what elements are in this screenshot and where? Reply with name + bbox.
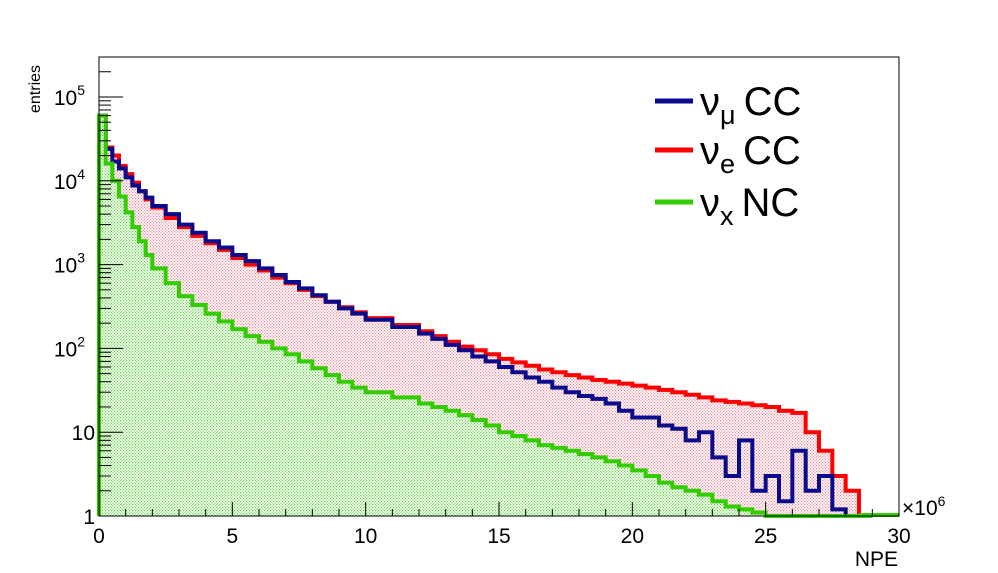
x-axis-title: NPE xyxy=(855,548,898,571)
legend-entry-μ: νμ CC xyxy=(655,80,801,130)
legend-label: νe CC xyxy=(700,129,801,179)
x-tick-label: 15 xyxy=(487,525,510,548)
x-tick-label: 20 xyxy=(621,525,644,548)
x-tick-label: 0 xyxy=(93,525,105,548)
y-tick-label: 102 xyxy=(54,333,85,361)
series-line-x xyxy=(97,113,873,518)
legend-label: νμ CC xyxy=(700,80,801,130)
y-tick-label: 1 xyxy=(83,506,95,529)
x-tick-label: 10 xyxy=(354,525,377,548)
x-axis-multiplier: ×106 xyxy=(902,493,946,520)
y-tick-label: 105 xyxy=(54,82,85,110)
x-tick-label: 5 xyxy=(226,525,238,548)
x-axis-multiplier-exponent: 6 xyxy=(938,493,946,509)
legend-entry-x: νx NC xyxy=(655,181,799,231)
axes-layer: 0 5 10 15 20 25 30 1 10 102 103 104 105 xyxy=(54,56,911,548)
x-axis-multiplier-base: ×10 xyxy=(902,497,938,520)
x-tick-label: 25 xyxy=(754,525,777,548)
legend-label: νx NC xyxy=(700,181,799,231)
series-line-μ xyxy=(97,113,873,518)
x-tick-label: 30 xyxy=(887,525,910,548)
y-tick-label: 103 xyxy=(54,250,85,278)
y-tick-label: 104 xyxy=(54,166,85,194)
y-tick-label: 10 xyxy=(72,422,95,445)
y-axis-title: entries xyxy=(27,65,44,113)
histogram-layer xyxy=(97,113,899,518)
series-fill-x xyxy=(99,115,873,516)
legend-entry-e: νe CC xyxy=(655,129,801,179)
